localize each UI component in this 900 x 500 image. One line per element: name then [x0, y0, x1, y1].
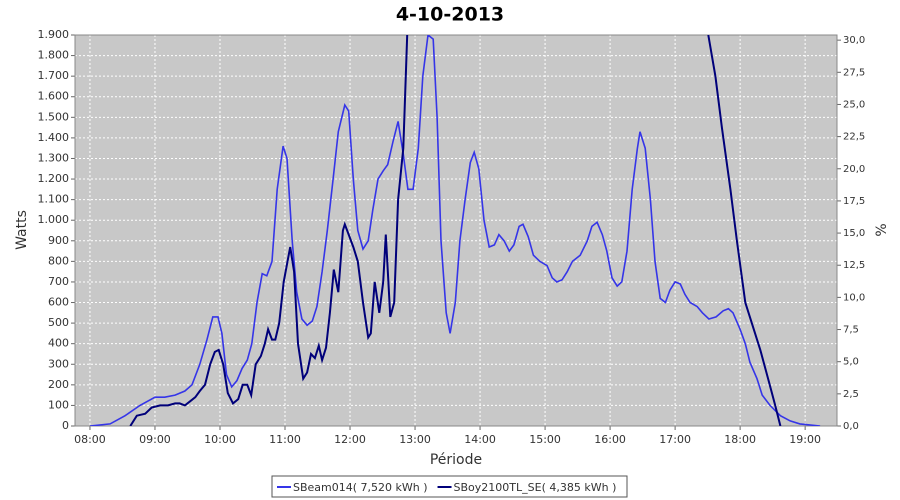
- legend-label: SBeam014( 7,520 kWh ): [293, 481, 428, 494]
- x-tick-label: 18:00: [724, 433, 756, 446]
- y2-tick-label: 7,5: [843, 325, 859, 336]
- y2-axis-title: %: [874, 223, 890, 236]
- x-tick-label: 13:00: [399, 433, 431, 446]
- y-tick-label: 900: [48, 234, 69, 247]
- y2-tick-label: 17,5: [843, 196, 865, 207]
- x-tick-label: 08:00: [74, 433, 106, 446]
- x-tick-label: 17:00: [659, 433, 691, 446]
- y2-tick-label: 27,5: [843, 67, 865, 78]
- y-tick-label: 1.700: [38, 69, 70, 82]
- y-tick-label: 600: [48, 296, 69, 309]
- y-tick-label: 300: [48, 357, 69, 370]
- y-tick-label: 1.500: [38, 110, 70, 123]
- y-tick-label: 1.800: [38, 49, 70, 62]
- series-line: [129, 35, 782, 426]
- y2-tick-label: 20,0: [843, 164, 865, 175]
- y2-tick-label: 25,0: [843, 99, 865, 110]
- chart-title: 4-10-2013: [396, 4, 504, 26]
- plot-area: [75, 35, 837, 426]
- y-axis-title: Watts: [14, 210, 30, 250]
- y2-tick-label: 15,0: [843, 228, 865, 239]
- y-tick-label: 1.900: [38, 28, 70, 41]
- legend-label: SBoy2100TL_SE( 4,385 kWh ): [454, 481, 617, 494]
- x-tick-label: 15:00: [529, 433, 561, 446]
- series-line: [89, 35, 821, 426]
- y2-tick-label: 22,5: [843, 132, 865, 143]
- y-tick-label: 1.300: [38, 151, 70, 164]
- y-tick-label: 700: [48, 275, 69, 288]
- y2-tick-label: 5,0: [843, 357, 859, 368]
- series-group: [89, 35, 821, 426]
- y-tick-label: 200: [48, 378, 69, 391]
- x-tick-label: 14:00: [464, 433, 496, 446]
- x-tick-label: 11:00: [269, 433, 301, 446]
- y-tick-label: 500: [48, 316, 69, 329]
- x-axis-title: Période: [430, 452, 482, 468]
- x-tick-label: 16:00: [594, 433, 626, 446]
- y2-tick-label: 0,0: [843, 421, 859, 432]
- y-tick-label: 0: [62, 419, 69, 432]
- y-tick-label: 100: [48, 398, 69, 411]
- x-tick-label: 09:00: [139, 433, 171, 446]
- y-tick-label: 1.000: [38, 213, 70, 226]
- y2-tick-label: 30,0: [843, 35, 865, 46]
- x-tick-label: 10:00: [204, 433, 236, 446]
- y-tick-label: 1.400: [38, 131, 70, 144]
- y-tick-label: 400: [48, 337, 69, 350]
- plot-border: [74, 34, 838, 427]
- y-tick-label: 800: [48, 254, 69, 267]
- y2-tick-label: 12,5: [843, 260, 865, 271]
- y2-tick-label: 2,5: [843, 389, 859, 400]
- y-tick-label: 1.100: [38, 193, 70, 206]
- y2-tick-label: 10,0: [843, 292, 865, 303]
- x-tick-label: 12:00: [334, 433, 366, 446]
- y-tick-label: 1.600: [38, 90, 70, 103]
- y-tick-label: 1.200: [38, 172, 70, 185]
- x-tick-label: 19:00: [789, 433, 821, 446]
